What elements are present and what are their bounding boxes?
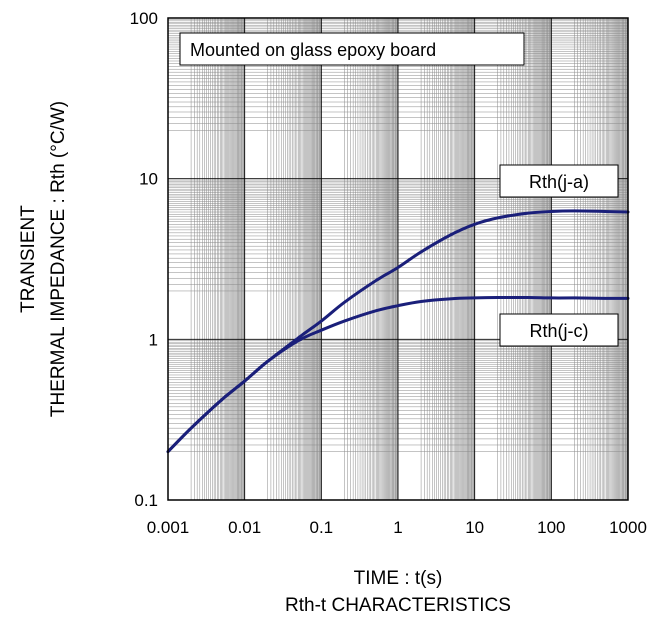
series-label-rth-ja-box [499,164,619,198]
plot-frame [167,17,629,501]
chart-title: Rth-t CHARACTERISTICS [285,595,511,616]
y-tick-label: 10 [139,170,158,189]
x-tick-label: 0.01 [228,518,261,537]
x-tick-label: 100 [537,518,565,537]
series-line-rth-jc [166,295,630,454]
x-tick-label: 0.1 [310,518,334,537]
series-label-rth-jc-box [499,313,619,347]
annotation-rect [179,32,525,66]
y-tick-labels: 0.1 1 10 100 [130,9,158,510]
x-axis-title: TIME : t(s) [354,568,443,589]
x-tick-label: 1000 [609,518,647,537]
series-label-rth-jc: Rth(j-c) [499,313,619,347]
x-tick-label: 1 [393,518,402,537]
annotation-box: Mounted on glass epoxy board [179,32,525,66]
y-tick-label: 0.1 [134,491,158,510]
x-tick-labels: 0.001 0.01 0.1 1 10 100 1000 [147,518,647,537]
series-layer [166,209,630,454]
y-axis-title-line1: TRANSIENT [18,205,39,313]
x-tick-label: 0.001 [147,518,190,537]
series-label-rth-ja-text: Rth(j-a) [529,172,589,192]
annotation-text: Mounted on glass epoxy board [190,40,436,60]
x-tick-label: 10 [465,518,484,537]
y-tick-label: 100 [130,9,158,28]
series-label-rth-jc-text: Rth(j-c) [530,321,589,341]
y-tick-label: 1 [149,330,158,349]
series-label-rth-ja: Rth(j-a) [499,164,619,198]
y-axis-title-line2: THERMAL IMPEDANCE : Rth (°C/W) [48,101,69,417]
